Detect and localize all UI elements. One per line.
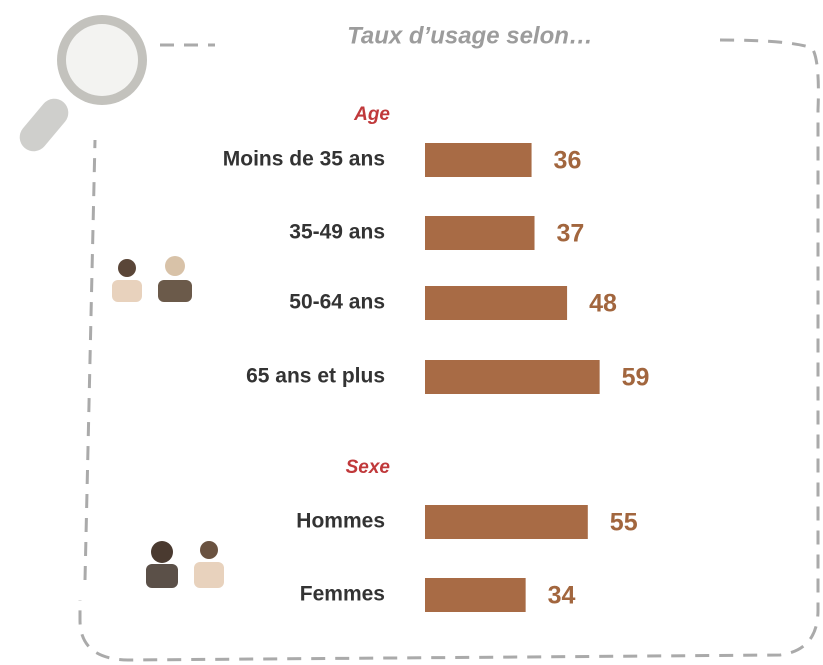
category-label: Moins de 35 ans xyxy=(223,148,385,171)
title: Taux d’usage selon… xyxy=(347,22,593,49)
bar xyxy=(425,505,588,539)
value-label: 48 xyxy=(589,290,617,318)
dashed-frame xyxy=(78,38,820,662)
category-label: 50-64 ans xyxy=(289,291,385,314)
magnifier-icon xyxy=(19,15,147,152)
bar xyxy=(425,578,526,612)
value-label: 34 xyxy=(548,582,576,610)
value-label: 36 xyxy=(554,147,582,175)
group-title: Age xyxy=(353,104,390,125)
people-icon-sexe xyxy=(146,541,224,588)
bar xyxy=(425,360,600,394)
category-label: Femmes xyxy=(300,583,385,606)
bar xyxy=(425,286,568,320)
category-label: 35-49 ans xyxy=(289,221,385,244)
people-icon-age xyxy=(112,256,192,302)
value-label: 55 xyxy=(610,509,638,537)
category-label: Hommes xyxy=(296,510,385,533)
category-label: 65 ans et plus xyxy=(246,365,385,388)
group-title: Sexe xyxy=(346,457,391,478)
value-label: 37 xyxy=(557,220,585,248)
value-label: 59 xyxy=(622,364,650,392)
bar xyxy=(425,216,535,250)
bar xyxy=(425,143,532,177)
